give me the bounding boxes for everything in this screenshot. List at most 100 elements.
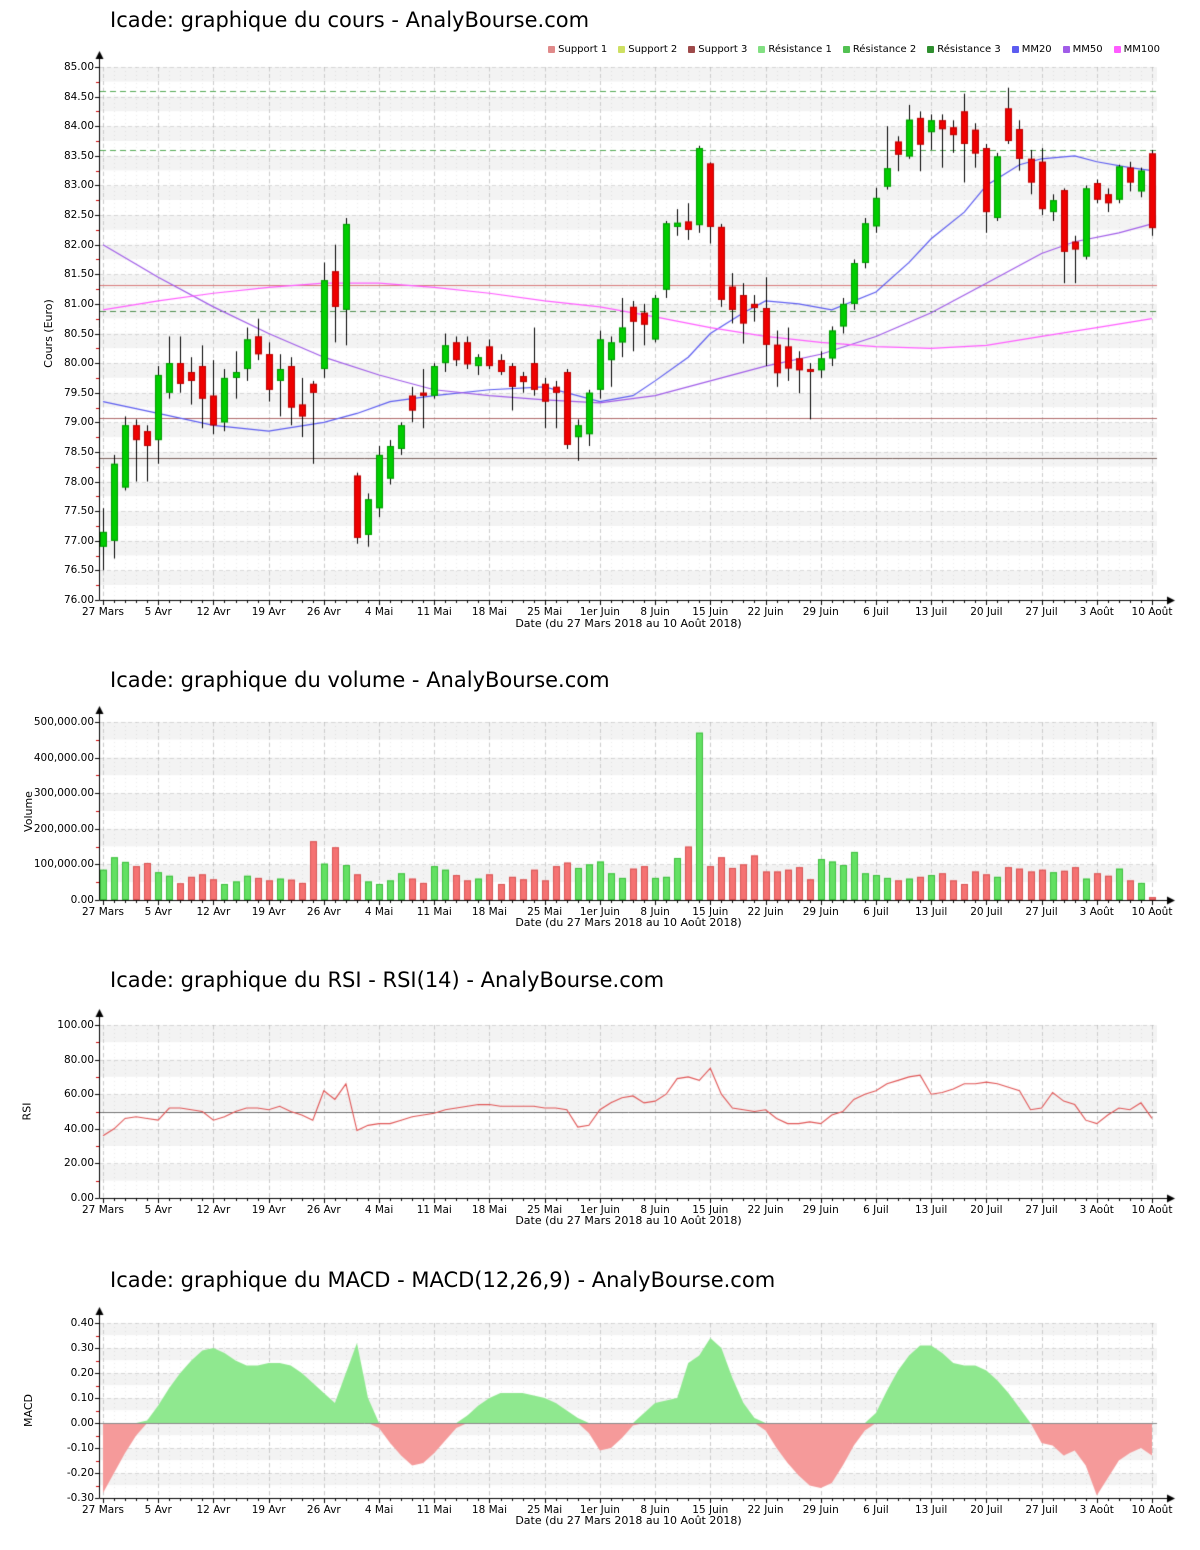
volume-x-tick-label: 25 Mai (527, 906, 563, 918)
macd-x-tick-label: 19 Avr (251, 1504, 286, 1516)
macd-x-tick-label: 1er Juin (579, 1504, 620, 1516)
price-x-tick-label: 27 Juil (1025, 606, 1058, 618)
legend-swatch-icon (548, 46, 556, 53)
volume-y-tick-label: 100,000.00 (33, 858, 94, 871)
rsi-x-tick-label: 8 Juin (640, 1204, 670, 1216)
volume-x-tick-label: 26 Avr (306, 906, 341, 918)
price-x-tick-label: 12 Avr (196, 606, 231, 618)
price-chart-legend: Support 1 Support 2 Support 3 Résistance 1 R… (548, 44, 1160, 55)
price-y-tick-label: 79.00 (63, 416, 94, 429)
rsi-x-tick-label: 15 Juin (692, 1204, 729, 1216)
rsi-y-tick-label: 80.00 (63, 1053, 94, 1066)
volume-x-tick-label: 27 Mars (82, 906, 124, 918)
rsi-x-tick-label: 22 Juin (747, 1204, 784, 1216)
price-x-tick-label: 15 Juin (692, 606, 729, 618)
legend-item: Résistance 2 (842, 44, 916, 55)
price-x-tick-label: 1er Juin (579, 606, 620, 618)
volume-x-tick-label: 12 Avr (196, 906, 231, 918)
price-y-tick-label: 81.00 (63, 297, 94, 310)
macd-x-tick-label: 15 Juin (692, 1504, 729, 1516)
price-x-tick-label: 6 Juil (863, 606, 889, 618)
rsi-x-tick-label: 19 Avr (251, 1204, 286, 1216)
volume-x-tick-label: 10 Août (1131, 906, 1173, 918)
price-y-tick-label: 83.50 (63, 149, 94, 162)
price-x-tick-label: 27 Mars (82, 606, 124, 618)
rsi-y-tick-label: 100.00 (57, 1019, 94, 1031)
volume-x-tick-label: 11 Mai (416, 906, 452, 918)
macd-x-tick-label: 3 Août (1079, 1504, 1114, 1516)
price-y-tick-label: 76.50 (63, 564, 94, 577)
legend-label: Support 1 (558, 44, 608, 55)
volume-x-tick-label: 13 Juil (915, 906, 948, 918)
price-y-tick-label: 82.50 (63, 209, 94, 222)
legend-swatch-icon (1062, 46, 1070, 53)
price-x-tick-label: 8 Juin (640, 606, 670, 618)
legend-label: Support 2 (628, 44, 678, 55)
price-y-tick-label: 84.50 (63, 90, 94, 103)
price-x-tick-label: 18 Mai (471, 606, 508, 618)
price-x-tick-label: 20 Juil (970, 606, 1003, 618)
volume-y-tick-label: 0.00 (70, 894, 94, 906)
rsi-y-tick-label: 60.00 (63, 1088, 94, 1101)
rsi-x-tick-label: 26 Avr (306, 1204, 341, 1216)
price-chart-title: Icade: graphique du cours - AnalyBourse.… (110, 8, 590, 32)
legend-label: MM100 (1123, 44, 1160, 55)
macd-x-axis-label: Date (du 27 Mars 2018 au 10 Août 2018) (515, 1514, 742, 1527)
rsi-x-tick-label: 20 Juil (970, 1204, 1003, 1216)
volume-x-tick-label: 20 Juil (970, 906, 1003, 918)
legend-item: Résistance 3 (927, 44, 1001, 55)
legend-swatch-icon (688, 46, 696, 53)
volume-x-tick-label: 27 Juil (1025, 906, 1058, 918)
price-y-tick-label: 80.00 (63, 357, 94, 370)
volume-x-tick-label: 18 Mai (471, 906, 508, 918)
price-x-tick-label: 26 Avr (306, 606, 341, 618)
volume-x-tick-label: 4 Mai (364, 906, 394, 918)
price-y-tick-label: 76.00 (63, 594, 94, 606)
price-y-tick-label: 83.00 (63, 179, 94, 192)
price-x-axis-label: Date (du 27 Mars 2018 au 10 Août 2018) (515, 617, 742, 630)
macd-x-tick-label: 27 Juil (1025, 1504, 1058, 1516)
volume-y-tick-label: 300,000.00 (33, 787, 94, 800)
macd-y-tick-label: -0.20 (66, 1467, 94, 1479)
legend-swatch-icon (842, 46, 850, 53)
macd-x-tick-label: 29 Juin (802, 1504, 839, 1516)
legend-item: MM50 (1062, 44, 1103, 55)
rsi-x-tick-label: 10 Août (1131, 1204, 1173, 1216)
macd-x-tick-label: 18 Mai (471, 1504, 508, 1516)
price-y-tick-label: 77.50 (63, 505, 94, 518)
price-y-tick-label: 77.00 (63, 534, 94, 547)
legend-swatch-icon (618, 46, 626, 53)
legend-label: Résistance 1 (768, 44, 832, 55)
price-x-tick-label: 10 Août (1131, 606, 1173, 618)
price-x-tick-label: 5 Avr (144, 606, 172, 618)
rsi-x-tick-label: 29 Juin (802, 1204, 839, 1216)
legend-item: Support 1 (548, 44, 607, 55)
rsi-y-tick-label: 20.00 (63, 1157, 94, 1170)
rsi-y-axis-label: RSI (20, 1102, 34, 1121)
volume-x-tick-label: 22 Juin (747, 906, 784, 918)
macd-x-tick-label: 27 Mars (82, 1504, 124, 1516)
rsi-y-tick-label: 40.00 (63, 1122, 94, 1135)
price-y-tick-label: 80.50 (63, 327, 94, 340)
price-x-tick-label: 22 Juin (747, 606, 784, 618)
rsi-chart-title: Icade: graphique du RSI - RSI(14) - Anal… (110, 968, 665, 992)
legend-item: Support 3 (688, 44, 747, 55)
price-y-tick-label: 84.00 (63, 120, 94, 133)
price-y-tick-label: 85.00 (63, 61, 94, 73)
legend-item: MM100 (1113, 44, 1160, 55)
macd-y-tick-label: 0.20 (70, 1367, 94, 1379)
price-x-tick-label: 29 Juin (802, 606, 839, 618)
volume-y-tick-label: 400,000.00 (33, 751, 94, 764)
legend-swatch-icon (1011, 46, 1019, 53)
rsi-x-axis-label: Date (du 27 Mars 2018 au 10 Août 2018) (515, 1214, 742, 1227)
volume-x-tick-label: 6 Juil (863, 906, 889, 918)
price-x-tick-label: 13 Juil (915, 606, 948, 618)
volume-x-tick-label: 29 Juin (802, 906, 839, 918)
macd-x-tick-label: 6 Juil (863, 1504, 889, 1516)
price-x-tick-label: 11 Mai (416, 606, 452, 618)
rsi-x-tick-label: 12 Avr (196, 1204, 231, 1216)
price-y-tick-label: 81.50 (63, 268, 94, 281)
price-x-tick-label: 19 Avr (251, 606, 286, 618)
rsi-x-tick-label: 3 Août (1079, 1204, 1114, 1216)
legend-item: MM20 (1011, 44, 1052, 55)
